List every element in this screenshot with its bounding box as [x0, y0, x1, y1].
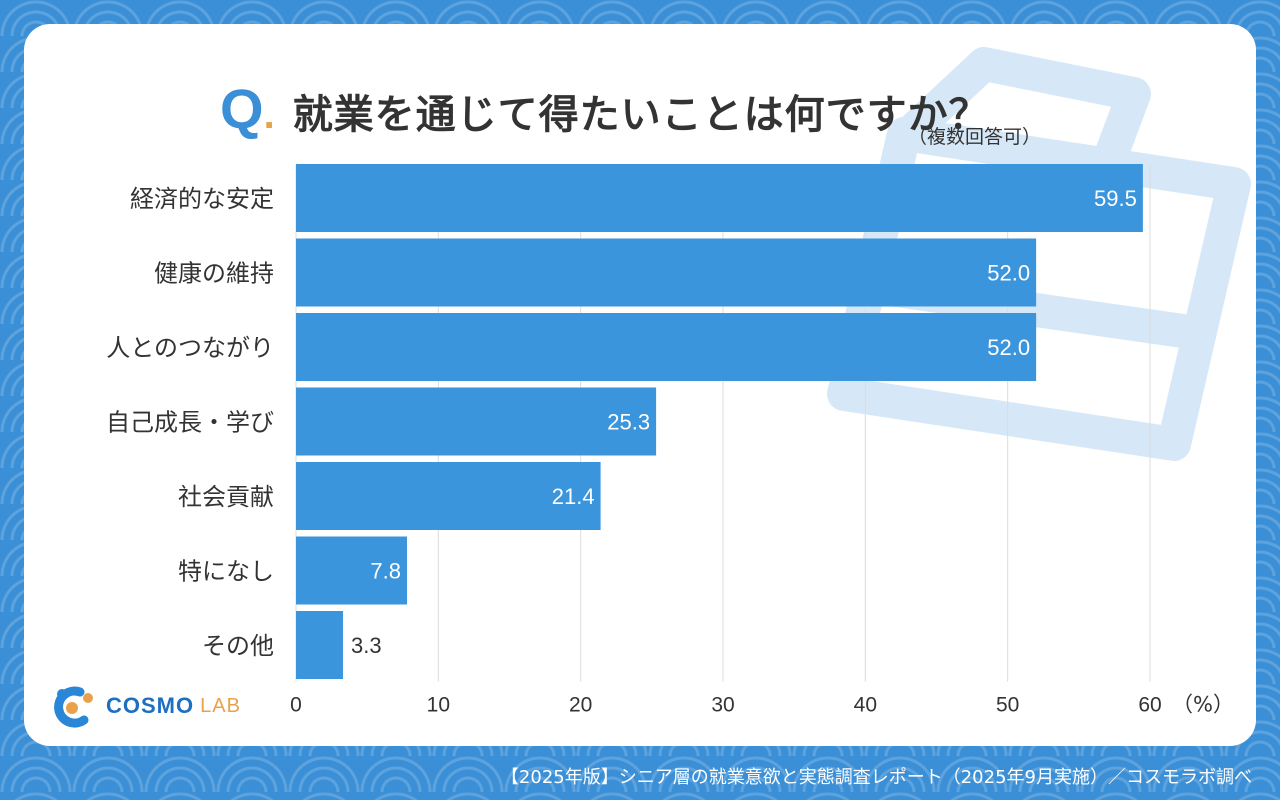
category-label: 社会貢献: [178, 483, 274, 511]
category-label: 特になし: [178, 558, 274, 586]
bar: [296, 164, 1143, 232]
q-dot: .: [263, 93, 275, 137]
bar: [296, 462, 601, 530]
value-label: 25.3: [607, 410, 650, 435]
category-label: 経済的な安定: [130, 185, 274, 213]
footer-source: 【2025年版】シニア層の就業意欲と実態調査レポート（2025年9月実施）／コス…: [500, 767, 1252, 788]
q-mark: Q: [220, 77, 264, 140]
multiple-answers-note: （複数回答可）: [908, 126, 1042, 148]
bar: [296, 611, 343, 679]
cosmo-lab-logo-icon: [54, 686, 93, 728]
x-tick-label: 10: [427, 694, 450, 717]
category-label: 人とのつながり: [106, 334, 274, 362]
x-tick-label: 20: [569, 694, 592, 717]
bar: [296, 387, 657, 456]
value-label: 52.0: [987, 261, 1030, 286]
question-text: 就業を通じて得たいことは何ですか？: [292, 92, 990, 138]
bar-chart: 0 10 20 30 40 50 60 （%） 経済的な安定 59.5 健康の維持 52.0 人とのつな…: [106, 164, 1234, 717]
x-tick-label: 30: [711, 694, 734, 717]
logo-main-text: COSMO: [106, 693, 195, 718]
chart-title: Q . 就業を通じて得たいことは何ですか？: [220, 76, 990, 150]
bar: [296, 313, 1037, 381]
category-label: 健康の維持: [154, 260, 274, 288]
value-label: 59.5: [1094, 186, 1137, 211]
bar: [296, 238, 1037, 307]
x-axis-unit-label: （%）: [1172, 693, 1234, 717]
x-tick-label: 60: [1138, 694, 1161, 717]
x-tick-label: 0: [290, 694, 302, 717]
value-label: 3.3: [351, 633, 382, 658]
logo-sub-text: LAB: [200, 694, 241, 717]
category-label: その他: [202, 632, 274, 660]
x-tick-label: 40: [854, 694, 877, 717]
x-tick-label: 50: [996, 694, 1019, 717]
bar: [296, 536, 408, 605]
value-label: 52.0: [987, 335, 1030, 360]
chart-card: Q . 就業を通じて得たいことは何ですか？ （複数回答可） 0 10 20 30 40 5…: [24, 24, 1256, 746]
category-label: 自己成長・学び: [106, 409, 274, 437]
value-label: 21.4: [552, 484, 595, 509]
value-label: 7.8: [370, 559, 401, 584]
cosmo-lab-logo: COSMO LAB: [50, 684, 241, 728]
